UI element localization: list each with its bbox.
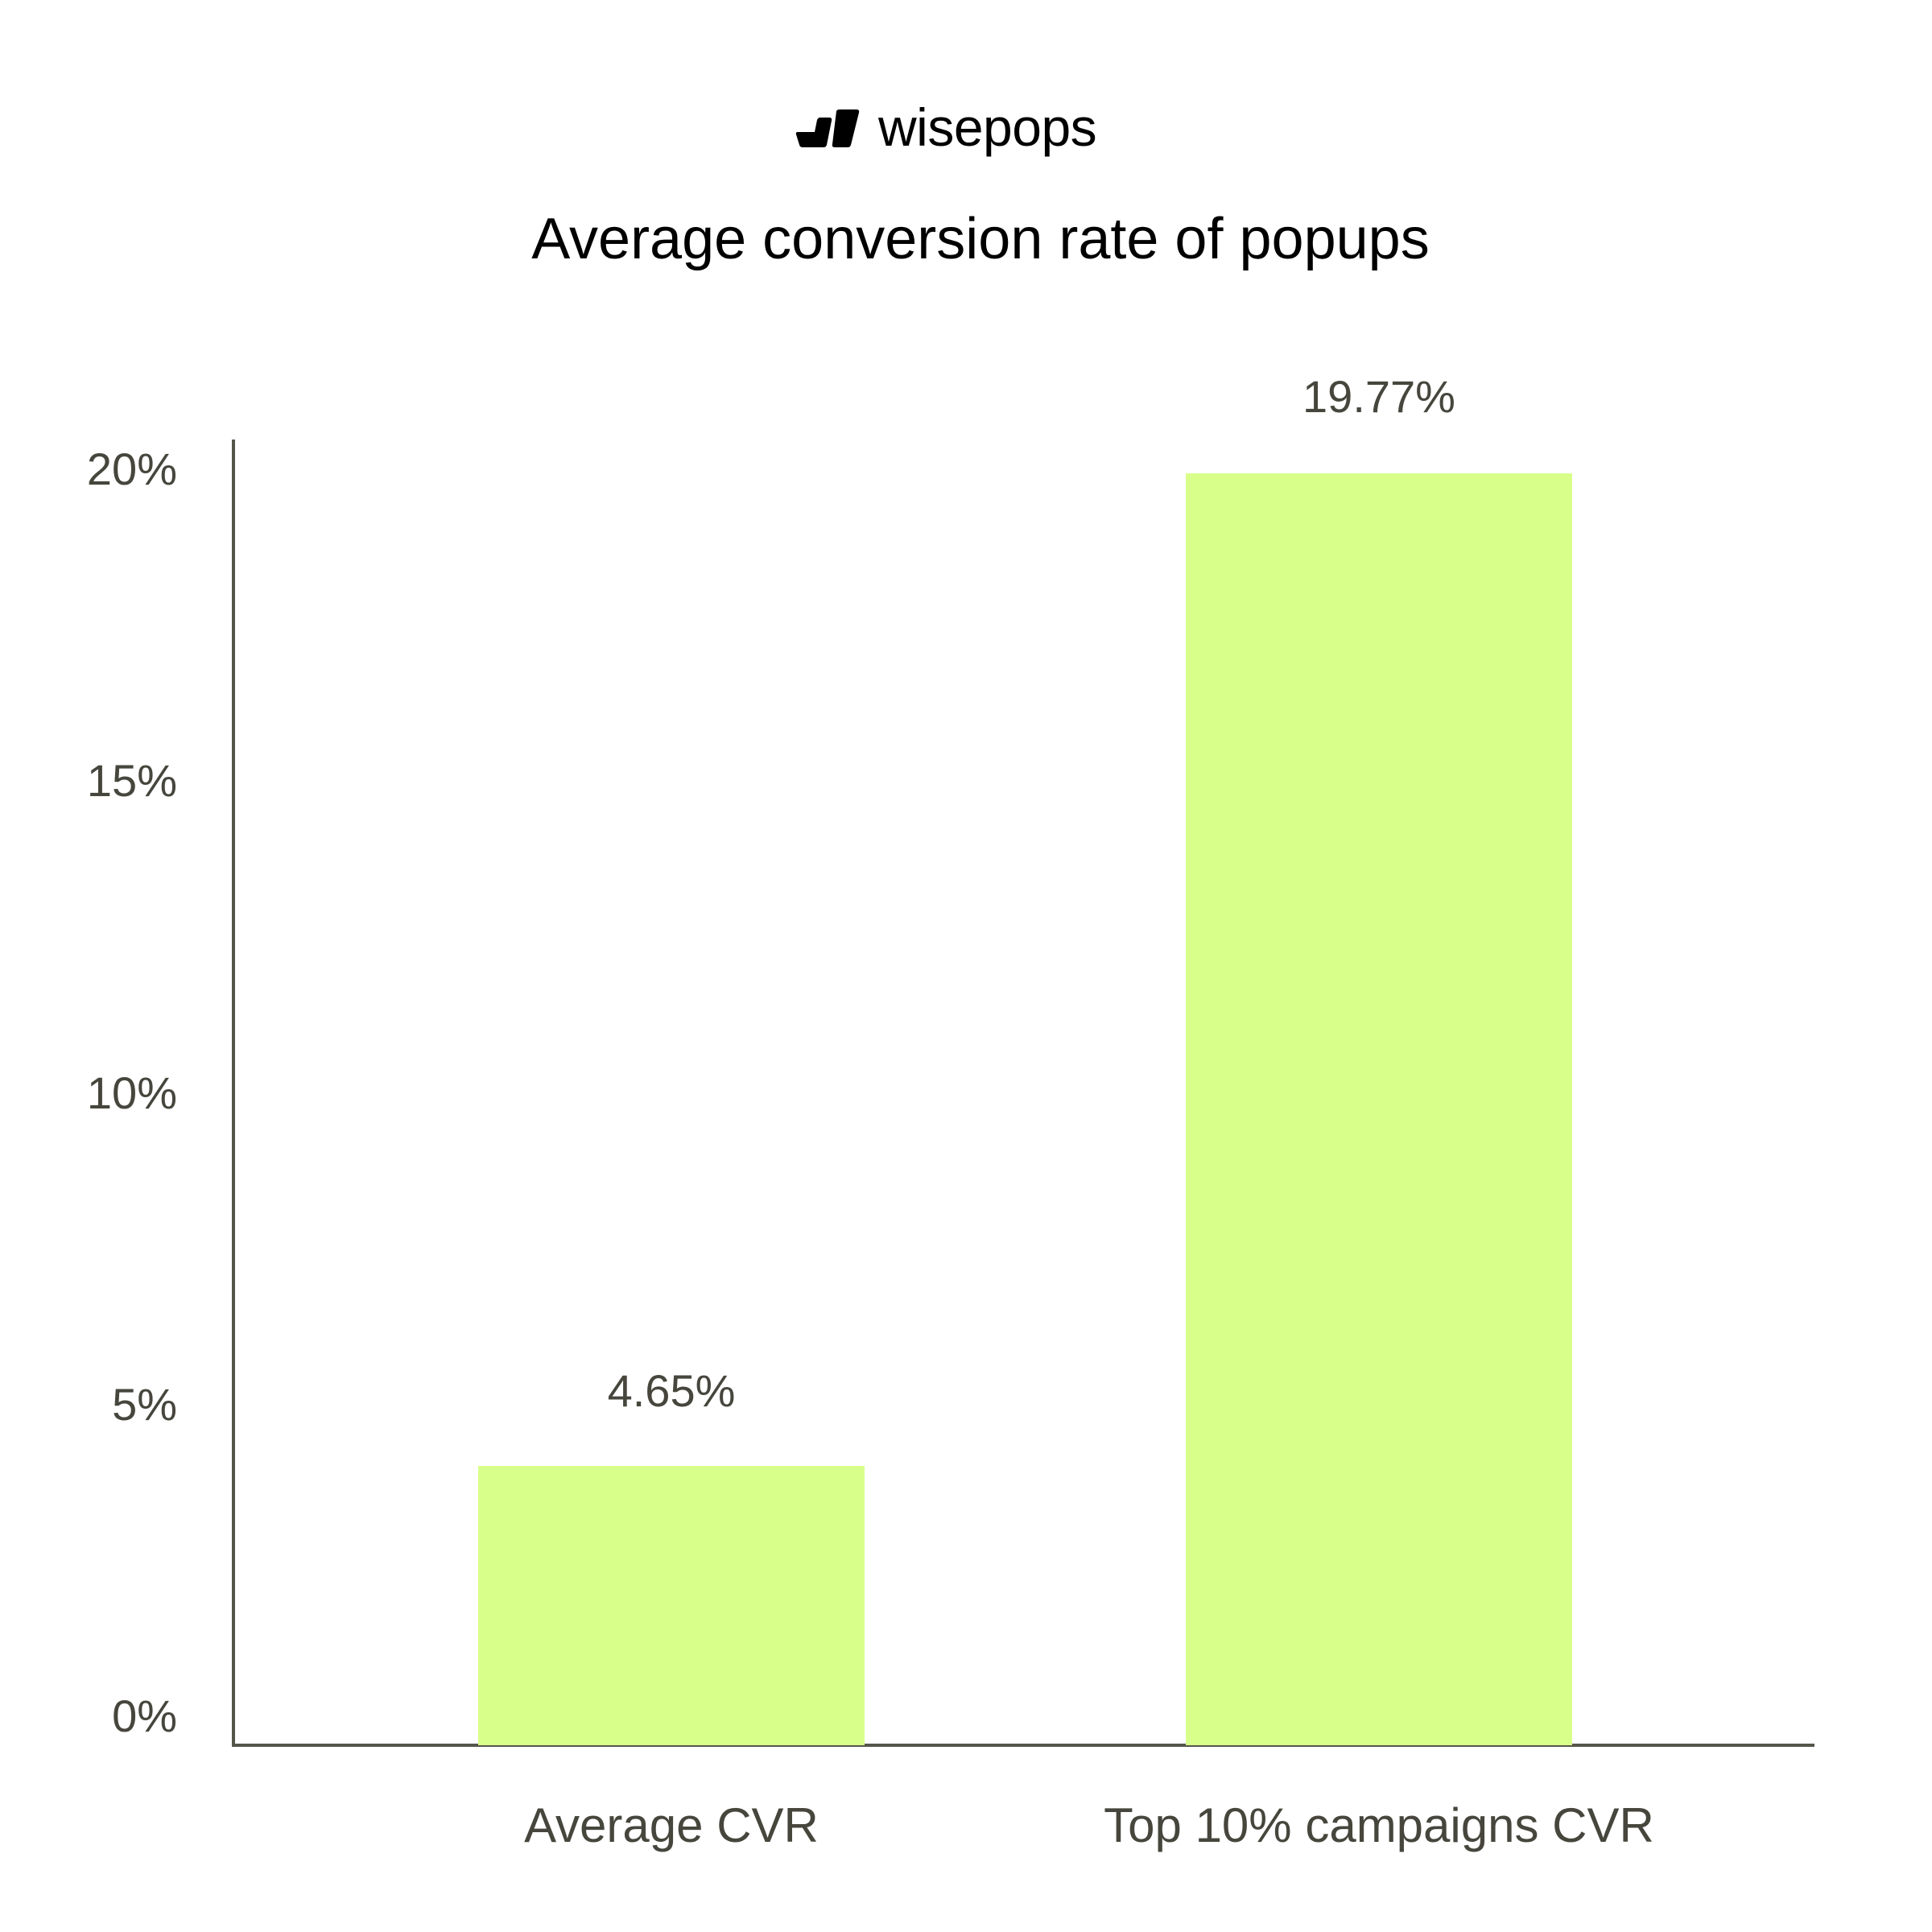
bar-value-label: 4.65%: [607, 1365, 736, 1416]
bar-top-10-campaigns-cvr: [1186, 473, 1572, 1745]
brand-wordmark: wisepops: [878, 97, 1097, 157]
wisepops-logo-icon: [795, 109, 860, 147]
y-tick-label: 10%: [86, 1067, 177, 1118]
x-axis-line: [232, 1744, 1814, 1747]
bar-average-cvr: [478, 1466, 865, 1745]
y-tick-label: 15%: [86, 755, 177, 806]
bar-value-label: 19.77%: [1302, 371, 1455, 422]
y-tick-label: 20%: [86, 444, 177, 494]
y-tick-label: 0%: [112, 1690, 177, 1741]
chart-title: Average conversion rate of popups: [531, 207, 1430, 271]
y-tick-label: 5%: [112, 1379, 177, 1430]
brand-logo: wisepops: [795, 97, 1097, 159]
x-category-label: Top 10% campaigns CVR: [1104, 1798, 1654, 1852]
x-category-label: Average CVR: [524, 1798, 819, 1852]
y-axis-line: [232, 440, 235, 1747]
